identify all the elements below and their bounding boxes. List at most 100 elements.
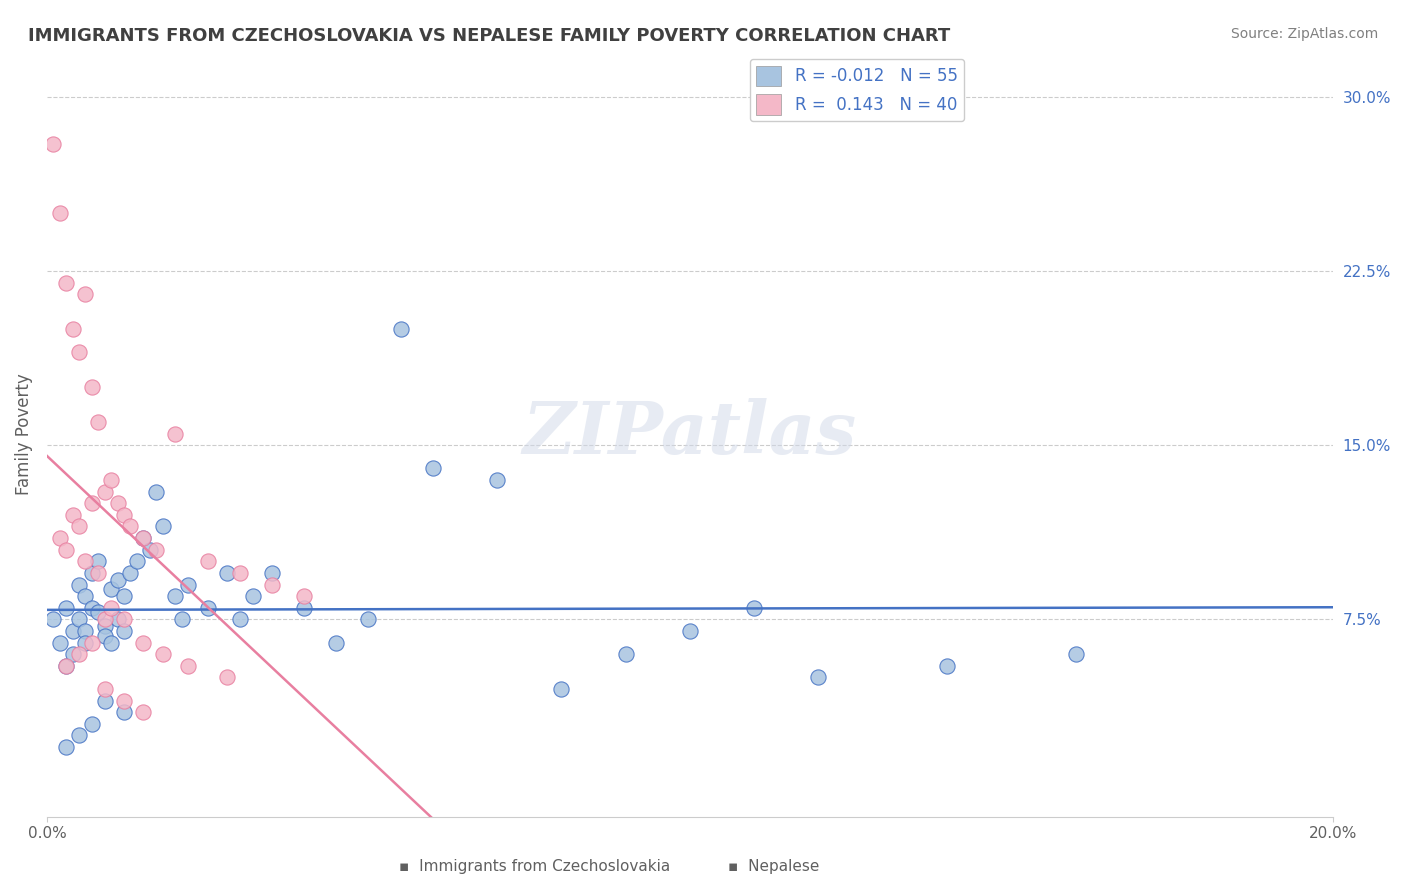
Point	[107, 496, 129, 510]
Point	[62, 322, 84, 336]
Point	[55, 276, 77, 290]
Point	[325, 635, 347, 649]
Point	[145, 542, 167, 557]
Point	[80, 566, 103, 580]
Point	[94, 484, 117, 499]
Point	[55, 658, 77, 673]
Point	[55, 600, 77, 615]
Point	[1064, 647, 1087, 661]
Point	[177, 577, 200, 591]
Point	[679, 624, 702, 638]
Point	[94, 619, 117, 633]
Text: ▪  Immigrants from Czechoslovakia: ▪ Immigrants from Czechoslovakia	[399, 859, 669, 874]
Point	[229, 566, 252, 580]
Point	[112, 612, 135, 626]
Point	[260, 566, 283, 580]
Point	[94, 629, 117, 643]
Point	[94, 693, 117, 707]
Point	[75, 624, 97, 638]
Point	[62, 508, 84, 522]
Point	[132, 635, 155, 649]
Point	[152, 647, 174, 661]
Point	[125, 554, 148, 568]
Point	[197, 600, 219, 615]
Point	[80, 600, 103, 615]
Point	[292, 589, 315, 603]
Point	[132, 531, 155, 545]
Point	[422, 461, 444, 475]
Legend: R = -0.012   N = 55, R =  0.143   N = 40: R = -0.012 N = 55, R = 0.143 N = 40	[749, 59, 965, 121]
Point	[100, 600, 122, 615]
Point	[485, 473, 508, 487]
Point	[132, 705, 155, 719]
Point	[100, 473, 122, 487]
Point	[807, 670, 830, 684]
Text: Source: ZipAtlas.com: Source: ZipAtlas.com	[1230, 27, 1378, 41]
Text: ZIPatlas: ZIPatlas	[523, 398, 856, 469]
Point	[165, 426, 187, 441]
Point	[112, 705, 135, 719]
Point	[75, 554, 97, 568]
Point	[215, 566, 238, 580]
Point	[67, 647, 90, 661]
Point	[112, 508, 135, 522]
Point	[165, 589, 187, 603]
Point	[80, 496, 103, 510]
Point	[55, 739, 77, 754]
Point	[292, 600, 315, 615]
Point	[80, 635, 103, 649]
Point	[67, 519, 90, 533]
Point	[62, 647, 84, 661]
Point	[75, 589, 97, 603]
Point	[80, 716, 103, 731]
Point	[112, 589, 135, 603]
Point	[145, 484, 167, 499]
Point	[139, 542, 162, 557]
Point	[550, 681, 572, 696]
Point	[67, 345, 90, 359]
Point	[170, 612, 193, 626]
Point	[48, 531, 70, 545]
Point	[120, 566, 142, 580]
Point	[120, 519, 142, 533]
Point	[42, 136, 65, 151]
Point	[152, 519, 174, 533]
Point	[67, 612, 90, 626]
Point	[260, 577, 283, 591]
Point	[55, 542, 77, 557]
Point	[62, 624, 84, 638]
Point	[48, 635, 70, 649]
Point	[48, 206, 70, 220]
Point	[389, 322, 412, 336]
Point	[614, 647, 637, 661]
Point	[357, 612, 380, 626]
Point	[94, 612, 117, 626]
Point	[107, 573, 129, 587]
Point	[87, 554, 110, 568]
Point	[80, 380, 103, 394]
Point	[75, 287, 97, 301]
Point	[67, 577, 90, 591]
Point	[55, 658, 77, 673]
Point	[242, 589, 264, 603]
Point	[112, 624, 135, 638]
Point	[742, 600, 765, 615]
Point	[94, 681, 117, 696]
Point	[87, 566, 110, 580]
Point	[87, 415, 110, 429]
Point	[75, 635, 97, 649]
Y-axis label: Family Poverty: Family Poverty	[15, 373, 32, 494]
Point	[87, 605, 110, 619]
Point	[177, 658, 200, 673]
Point	[197, 554, 219, 568]
Text: ▪  Nepalese: ▪ Nepalese	[728, 859, 818, 874]
Point	[215, 670, 238, 684]
Point	[67, 728, 90, 742]
Point	[112, 693, 135, 707]
Point	[107, 612, 129, 626]
Point	[936, 658, 959, 673]
Point	[132, 531, 155, 545]
Point	[100, 582, 122, 596]
Point	[42, 612, 65, 626]
Text: IMMIGRANTS FROM CZECHOSLOVAKIA VS NEPALESE FAMILY POVERTY CORRELATION CHART: IMMIGRANTS FROM CZECHOSLOVAKIA VS NEPALE…	[28, 27, 950, 45]
